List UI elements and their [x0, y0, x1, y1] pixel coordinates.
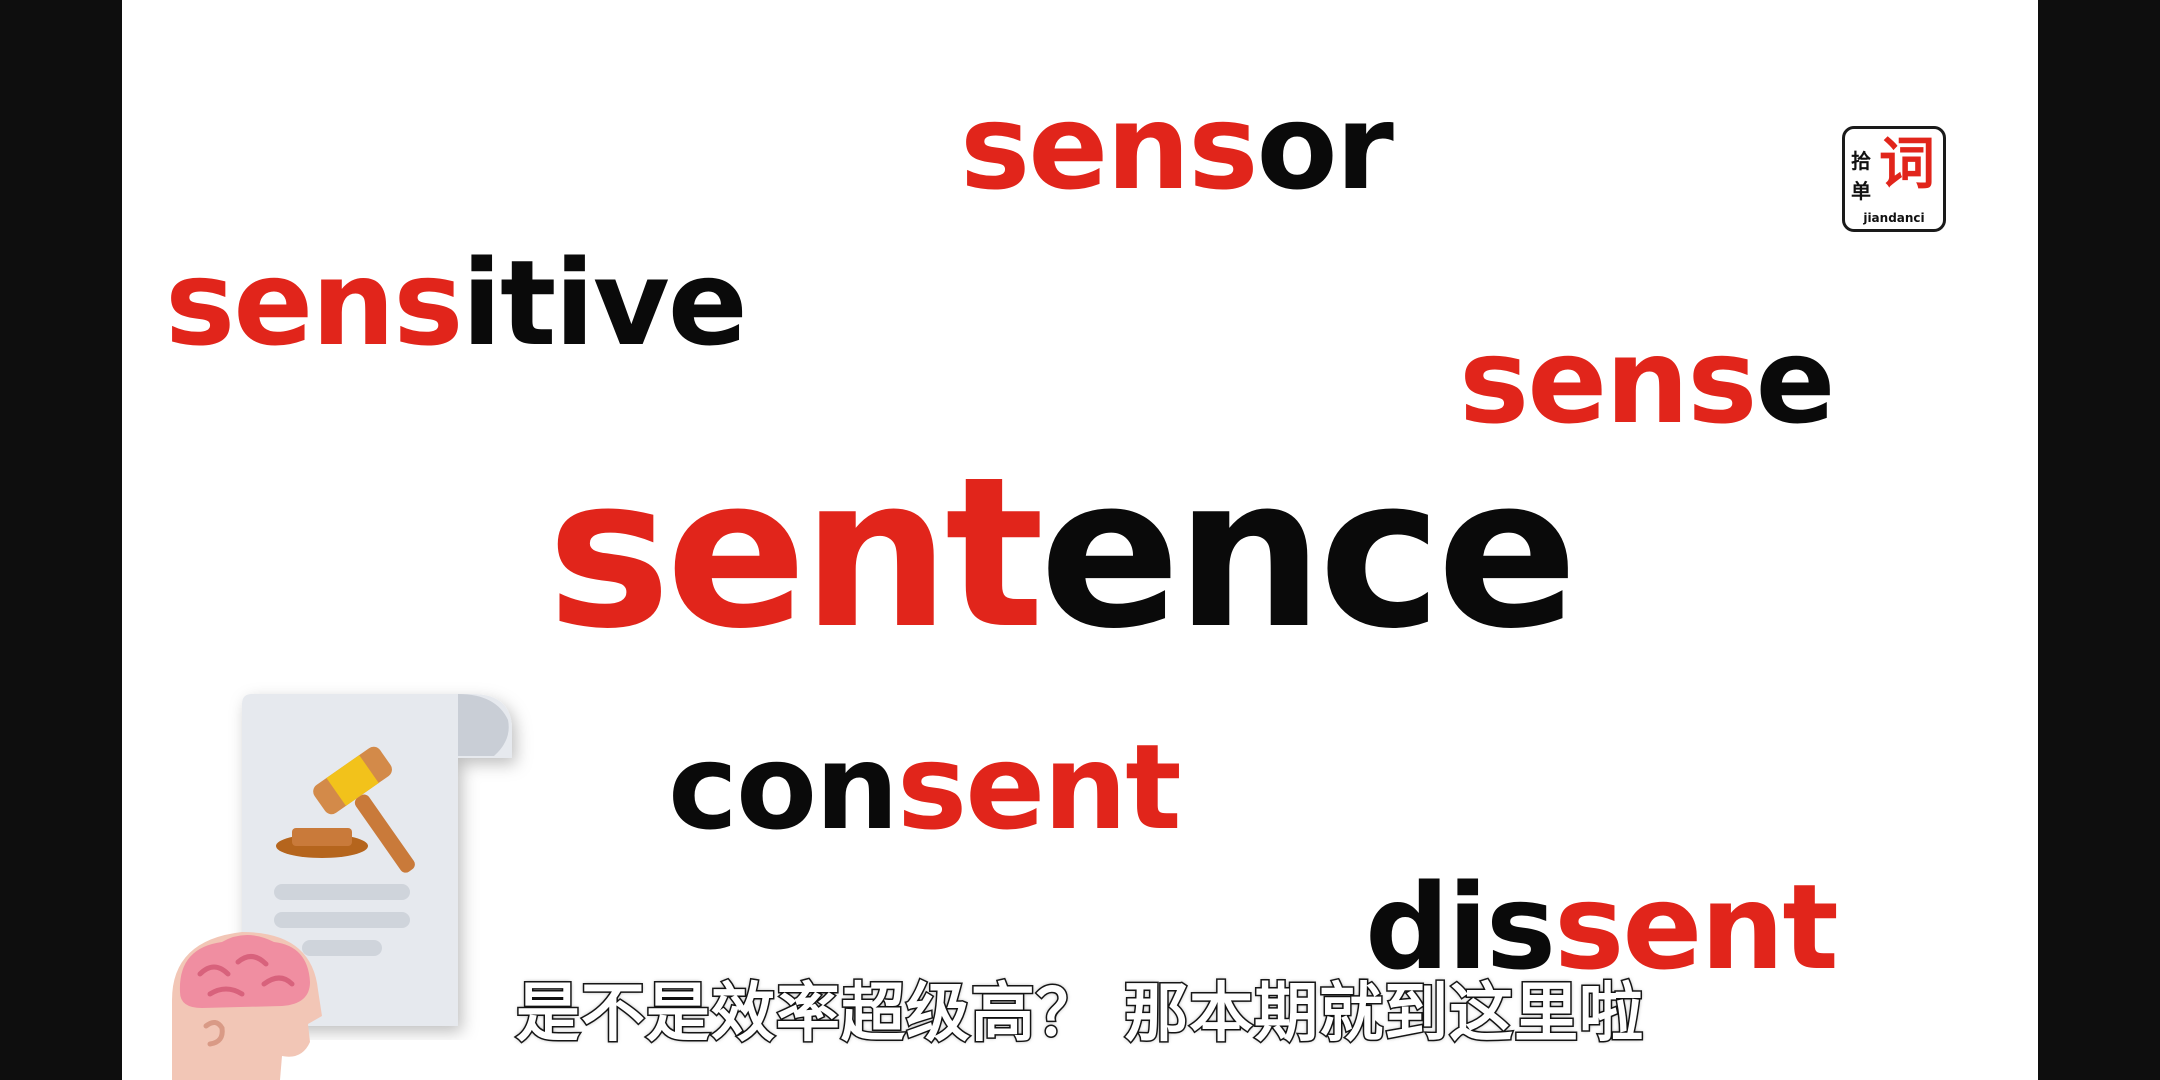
video-frame: sensor sensitive sense sentence consent …	[122, 0, 2038, 1080]
word-rest: or	[1256, 78, 1394, 216]
logo-char: 单	[1851, 179, 1871, 203]
word-sensor: sensor	[960, 88, 1394, 206]
word-prefix: dis	[1365, 858, 1556, 996]
word-sensitive: sensitive	[165, 244, 748, 362]
word-rest: ive	[554, 234, 747, 372]
word-root: sent	[897, 718, 1182, 856]
word-prefix: con	[668, 718, 899, 856]
brand-logo: 拾 单 词 jiandanci	[1842, 126, 1946, 232]
gavel-document-icon	[242, 694, 512, 1026]
logo-char-main: 词	[1879, 132, 1935, 197]
word-sentence: sentence	[547, 450, 1578, 658]
word-sense: sense	[1459, 322, 1836, 440]
word-root: sent	[547, 433, 1044, 675]
word-root: sens	[1459, 312, 1758, 450]
word-root: sens	[960, 78, 1259, 216]
word-rest: ence	[1039, 433, 1578, 675]
word-rest: it	[461, 234, 557, 372]
word-consent: consent	[668, 728, 1182, 846]
word-dissent: dissent	[1365, 868, 1839, 986]
word-rest: e	[1755, 312, 1836, 450]
logo-latin: jiandanci	[1863, 211, 1925, 225]
word-root: sens	[165, 234, 464, 372]
word-root: sent	[1554, 858, 1839, 996]
subtitle-caption: 是不是效率超级高？ 那本期就到这里啦	[514, 976, 1645, 1053]
logo-char: 拾	[1851, 149, 1871, 173]
brain-head-icon	[172, 932, 322, 1080]
